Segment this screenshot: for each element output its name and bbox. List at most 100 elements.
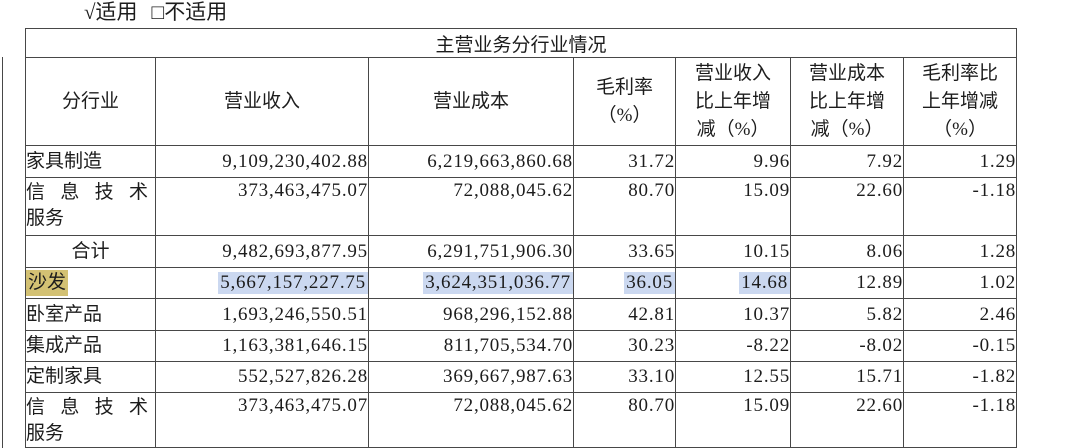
cell-industry: 沙发 bbox=[25, 267, 156, 299]
header-line: 毛利率 bbox=[595, 76, 653, 98]
table-row-integrated: 集成产品 1,163,381,646.15 811,705,534.70 30.… bbox=[25, 330, 1018, 362]
applicable-option: √适用 bbox=[84, 0, 138, 24]
table-row-sofa: 沙发 5,667,157,227.75 3,624,351,036.77 36.… bbox=[25, 267, 1018, 299]
cell-margin-yoy: 2.46 bbox=[902, 298, 1018, 331]
cell-revenue: 1,163,381,646.15 bbox=[155, 330, 369, 362]
cell-revenue-yoy: 10.37 bbox=[675, 298, 791, 331]
cell-gross-margin: 80.70 bbox=[573, 177, 676, 236]
cell-industry: 信息技术 服务 bbox=[25, 177, 156, 236]
not-applicable-option: □不适用 bbox=[151, 0, 228, 24]
cell-margin-yoy: -1.18 bbox=[902, 392, 1018, 448]
header-line: 营业收入 bbox=[223, 90, 300, 112]
cell-cost-yoy: 22.60 bbox=[790, 392, 904, 448]
header-line: 分行业 bbox=[61, 90, 119, 112]
cell-industry: 家具制造 bbox=[25, 145, 156, 178]
header-line: 减（%） bbox=[696, 118, 770, 140]
highlighted-value: 3,624,351,036.77 bbox=[423, 272, 573, 294]
header-line: 毛利率比 bbox=[922, 62, 999, 84]
cell-revenue: 9,482,693,877.95 bbox=[155, 235, 369, 268]
table-row-furniture: 家具制造 9,109,230,402.88 6,219,663,860.68 3… bbox=[25, 145, 1018, 178]
header-line: （%） bbox=[597, 104, 652, 126]
cell-cost: 6,219,663,860.68 bbox=[368, 145, 574, 178]
industry-label-line: 服务 bbox=[26, 208, 65, 229]
cell-revenue: 9,109,230,402.88 bbox=[155, 145, 369, 178]
cell-gross-margin: 31.72 bbox=[573, 145, 676, 178]
cell-margin-yoy: -1.18 bbox=[902, 177, 1018, 236]
header-line: 比上年增 bbox=[694, 90, 771, 112]
table-row-custom-furniture: 定制家具 552,527,826.28 369,667,987.63 33.10… bbox=[25, 361, 1018, 393]
cell-margin-yoy: 1.02 bbox=[902, 267, 1018, 299]
table-row-total: 合计 9,482,693,877.95 6,291,751,906.30 33.… bbox=[25, 235, 1018, 268]
cell-cost: 6,291,751,906.30 bbox=[368, 235, 574, 268]
cell-margin-yoy: -0.15 bbox=[902, 330, 1018, 362]
table-header-row: 分行业 营业收入 营业成本 毛利率 （%） 营业收入 比上年增 减（%） 营业成… bbox=[25, 57, 1018, 146]
search-highlight-label: 沙发 bbox=[26, 270, 69, 296]
table-title: 主营业务分行业情况 bbox=[24, 28, 1018, 58]
cell-cost-yoy: 22.60 bbox=[790, 177, 904, 236]
cell-revenue-yoy: -8.22 bbox=[675, 330, 791, 362]
cell-revenue: 373,463,475.07 bbox=[155, 392, 369, 448]
cell-revenue: 5,667,157,227.75 bbox=[155, 267, 369, 299]
cell-gross-margin: 80.70 bbox=[573, 392, 676, 448]
cell-cost: 3,624,351,036.77 bbox=[368, 267, 574, 299]
header-line: 营业成本 bbox=[432, 90, 509, 112]
cell-cost: 72,088,045.62 bbox=[368, 392, 574, 448]
cell-industry: 信息技术 服务 bbox=[25, 392, 156, 448]
col-header-industry: 分行业 bbox=[25, 57, 156, 146]
cell-gross-margin: 36.05 bbox=[573, 267, 676, 299]
highlighted-value: 14.68 bbox=[739, 272, 790, 294]
header-line: （%） bbox=[933, 118, 987, 140]
cell-revenue: 552,527,826.28 bbox=[155, 361, 369, 393]
cell-revenue-yoy: 12.55 bbox=[675, 361, 791, 393]
cell-revenue-yoy: 15.09 bbox=[675, 177, 791, 236]
header-line: 营业成本 bbox=[808, 62, 885, 84]
cell-gross-margin: 30.23 bbox=[573, 330, 676, 362]
highlighted-value: 5,667,157,227.75 bbox=[218, 272, 368, 294]
cell-cost: 72,088,045.62 bbox=[368, 177, 574, 236]
header-line: 比上年增 bbox=[808, 90, 885, 112]
col-header-cost: 营业成本 bbox=[368, 57, 574, 146]
col-header-revenue: 营业收入 bbox=[155, 57, 369, 146]
cell-gross-margin: 33.10 bbox=[573, 361, 676, 393]
col-header-revenue-yoy: 营业收入 比上年增 减（%） bbox=[675, 57, 791, 146]
cell-cost-yoy: -8.02 bbox=[790, 330, 904, 362]
cell-cost: 968,296,152.88 bbox=[368, 298, 574, 331]
cell-revenue: 1,693,246,550.51 bbox=[155, 298, 369, 331]
cell-revenue-yoy: 9.96 bbox=[675, 145, 791, 178]
applicability-line: √适用 □不适用 bbox=[84, 0, 241, 24]
highlighted-value: 36.05 bbox=[624, 272, 675, 294]
cell-cost-yoy: 5.82 bbox=[790, 298, 904, 331]
cell-industry: 合计 bbox=[25, 235, 156, 268]
industry-breakdown-table: 主营业务分行业情况 分行业 营业收入 营业成本 毛利率 （%） 营业收入 比上年… bbox=[24, 28, 1018, 448]
cell-margin-yoy: 1.28 bbox=[902, 235, 1018, 268]
table-row-bedroom: 卧室产品 1,693,246,550.51 968,296,152.88 42.… bbox=[25, 298, 1018, 331]
header-line: 上年增减 bbox=[922, 90, 999, 112]
cell-cost-yoy: 8.06 bbox=[790, 235, 904, 268]
industry-label-line: 服务 bbox=[26, 423, 65, 444]
industry-label-line: 信息技术 bbox=[26, 182, 149, 203]
cell-cost: 369,667,987.63 bbox=[368, 361, 574, 393]
cell-margin-yoy: 1.29 bbox=[902, 145, 1018, 178]
col-header-cost-yoy: 营业成本 比上年增 减（%） bbox=[790, 57, 904, 146]
cell-cost: 811,705,534.70 bbox=[368, 330, 574, 362]
col-header-margin-yoy: 毛利率比 上年增减 （%） bbox=[902, 57, 1018, 146]
cell-margin-yoy: -1.82 bbox=[902, 361, 1018, 393]
cell-gross-margin: 42.81 bbox=[573, 298, 676, 331]
table-row-it-services-2: 信息技术 服务 373,463,475.07 72,088,045.62 80.… bbox=[25, 392, 1018, 448]
header-line: 营业收入 bbox=[694, 62, 771, 84]
outer-table-border bbox=[2, 57, 3, 448]
industry-label-line: 信息技术 bbox=[26, 397, 149, 418]
cell-revenue-yoy: 14.68 bbox=[675, 267, 791, 299]
cell-cost-yoy: 12.89 bbox=[790, 267, 904, 299]
cell-industry: 集成产品 bbox=[25, 330, 156, 362]
cell-industry: 定制家具 bbox=[25, 361, 156, 393]
col-header-gross-margin: 毛利率 （%） bbox=[573, 57, 676, 146]
header-line: 减（%） bbox=[810, 118, 884, 140]
cell-revenue-yoy: 15.09 bbox=[675, 392, 791, 448]
table-title-row: 主营业务分行业情况 bbox=[24, 28, 1018, 58]
cell-industry: 卧室产品 bbox=[25, 298, 156, 331]
cell-revenue-yoy: 10.15 bbox=[675, 235, 791, 268]
cell-cost-yoy: 15.71 bbox=[790, 361, 904, 393]
cell-cost-yoy: 7.92 bbox=[790, 145, 904, 178]
cell-revenue: 373,463,475.07 bbox=[155, 177, 369, 236]
